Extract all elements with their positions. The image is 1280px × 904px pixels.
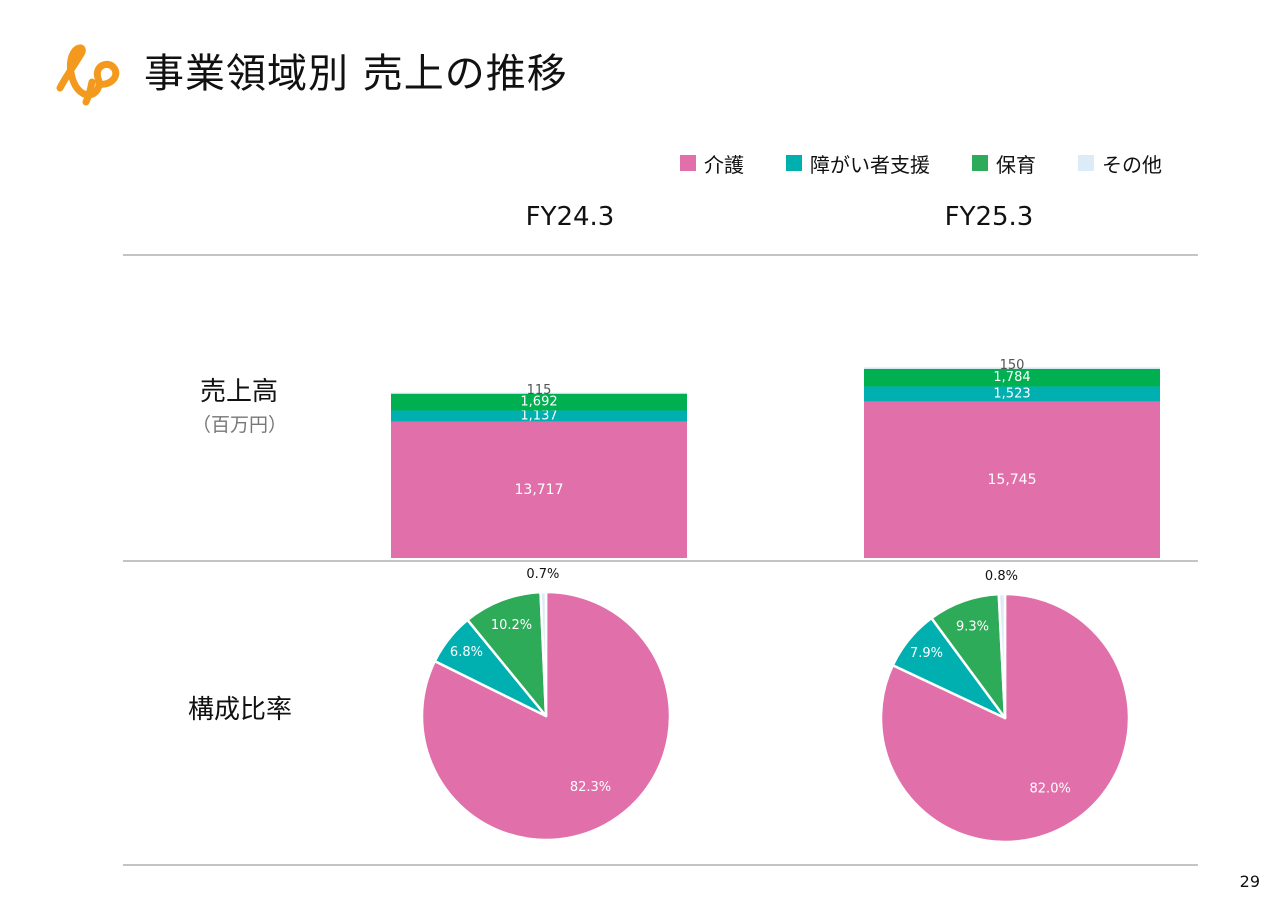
bar-data-label: 1,137 <box>520 409 557 424</box>
period-header-fy25: FY25.3 <box>944 202 1034 232</box>
period-header-fy24: FY24.3 <box>525 202 615 232</box>
chart-legend: 介護 障がい者支援 保育 その他 <box>680 149 1162 178</box>
legend-item-childcare: 保育 <box>972 149 1036 178</box>
row-label-ratio: 構成比率 <box>188 695 293 725</box>
pie-data-label: 7.9% <box>910 646 943 661</box>
bar-segment <box>864 368 1160 387</box>
pie-slice <box>539 590 548 718</box>
legend-item-kaigo: 介護 <box>680 149 744 178</box>
bar-segment <box>864 386 1160 402</box>
legend-swatch <box>786 155 802 171</box>
bar-data-label: 150 <box>1000 358 1025 373</box>
bar-segment <box>864 367 1160 369</box>
bar-segment <box>391 410 687 422</box>
bar-data-label: 1,784 <box>993 370 1030 385</box>
legend-label: その他 <box>1102 152 1162 177</box>
company-logo-icon <box>56 44 120 106</box>
bar-segment <box>391 421 687 558</box>
legend-label: 障がい者支援 <box>810 152 930 177</box>
pie-chart: 82.0% 7.9% 9.3% 0.8% <box>879 569 1131 844</box>
bar-data-label: 1,523 <box>993 387 1030 402</box>
bar-data-label: 13,717 <box>515 482 564 498</box>
row-unit-sales: （百万円） <box>192 414 288 436</box>
bar-data-label: 115 <box>527 383 552 398</box>
pie-slice <box>879 592 1131 844</box>
page-title: 事業領域別 売上の推移 <box>144 51 568 97</box>
legend-item-other: その他 <box>1078 149 1162 178</box>
legend-item-disability: 障がい者支援 <box>786 149 930 178</box>
divider-top <box>123 254 1198 256</box>
row-label-sales: 売上高 <box>200 377 279 407</box>
pie-slice <box>466 590 548 718</box>
divider-bottom <box>123 864 1198 866</box>
legend-swatch <box>1078 155 1094 171</box>
pie-data-label: 10.2% <box>491 618 532 633</box>
bar-segment <box>864 401 1160 558</box>
bar-segment <box>391 392 687 394</box>
bar-data-label: 15,745 <box>988 472 1037 488</box>
bar-data-label: 1,692 <box>520 395 557 410</box>
pie-chart: 82.3% 6.8% 10.2% 0.7% <box>420 567 672 842</box>
pie-data-label: 9.3% <box>956 619 989 634</box>
legend-label: 介護 <box>704 152 744 177</box>
legend-label: 保育 <box>996 152 1036 177</box>
pie-data-label: 82.0% <box>1030 782 1071 797</box>
bar-segment <box>391 393 687 411</box>
pie-slice <box>997 592 1007 720</box>
pie-data-label: 82.3% <box>570 780 611 795</box>
pie-data-label: 6.8% <box>450 645 483 660</box>
legend-swatch <box>680 155 696 171</box>
legend-swatch <box>972 155 988 171</box>
divider-middle <box>123 560 1198 562</box>
page-number: 29 <box>1239 872 1260 891</box>
pie-data-label: 0.7% <box>526 567 559 582</box>
pie-data-label: 0.8% <box>985 569 1018 584</box>
